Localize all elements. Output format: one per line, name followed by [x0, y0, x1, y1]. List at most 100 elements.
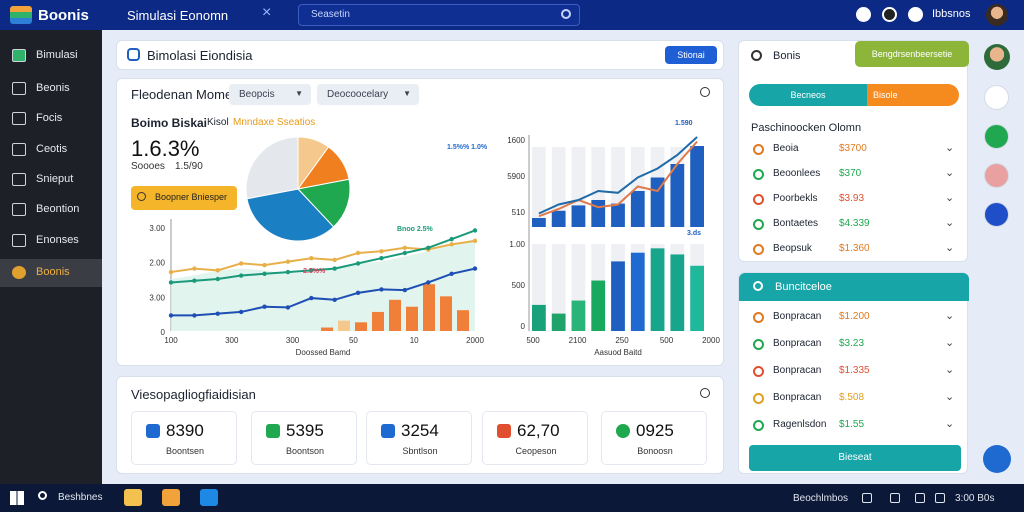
- stat-value: 8390: [166, 421, 204, 440]
- top-icon[interactable]: [882, 7, 897, 22]
- sidebar-item[interactable]: Beontion: [0, 196, 102, 224]
- list-row[interactable]: Bontaetes $4.339 ⌄: [739, 214, 969, 239]
- taskbar-status: Beochlmbos: [793, 493, 849, 504]
- tab[interactable]: Becneos: [749, 84, 867, 106]
- line-point: [309, 295, 314, 301]
- y-tick-label: 510: [512, 208, 526, 217]
- bar: [670, 164, 685, 227]
- row-label: Bonpracan: [773, 311, 822, 322]
- pie-slice: [297, 178, 351, 228]
- stat-icon: [146, 424, 160, 438]
- top-icon[interactable]: [908, 7, 923, 22]
- side-icon[interactable]: [984, 85, 1009, 110]
- line-point: [402, 245, 408, 250]
- annotation: 2.5%%: [303, 268, 326, 275]
- line-point: [309, 256, 314, 261]
- visual-info[interactable]: [700, 388, 710, 398]
- line-point: [355, 261, 361, 266]
- taskbar-app[interactable]: [200, 489, 218, 506]
- line-point: [238, 309, 244, 315]
- fab[interactable]: [983, 445, 1011, 473]
- chart-heading-note: Kisol: [207, 117, 229, 128]
- taskbar-search[interactable]: Beshbnes: [58, 492, 103, 503]
- start-button[interactable]: [10, 491, 24, 505]
- list-row[interactable]: Bonpracan $3.23 ⌄: [739, 334, 969, 361]
- side-icon[interactable]: [984, 163, 1009, 188]
- sidebar-icon: [12, 112, 26, 125]
- overview-search[interactable]: [700, 87, 710, 97]
- tray-icon[interactable]: [862, 493, 872, 503]
- stat-label: Boontsen: [165, 446, 205, 456]
- filter-dropdown[interactable]: Deocoocelary ▼: [317, 84, 419, 105]
- list-row[interactable]: Bonpracan $.508 ⌄: [739, 388, 969, 415]
- header-icon: [127, 48, 140, 61]
- sidebar-item[interactable]: Beonis: [0, 75, 102, 103]
- list-row[interactable]: Bonpracan $1.200 ⌄: [739, 307, 969, 334]
- sidebar-icon: [12, 203, 26, 216]
- x-tick-label: 50: [349, 336, 358, 345]
- tray-icon[interactable]: [915, 493, 925, 503]
- list-row[interactable]: Beoia $3700 ⌄: [739, 139, 969, 164]
- side-icon[interactable]: [984, 202, 1009, 227]
- tray-icon[interactable]: [935, 493, 945, 503]
- list-row[interactable]: Poorbekls $3.93 ⌄: [739, 189, 969, 214]
- stat-value: 62,70: [517, 421, 560, 440]
- list-row[interactable]: Beoonlees $370 ⌄: [739, 164, 969, 189]
- sidebar-item[interactable]: Boonis: [0, 259, 102, 287]
- row-icon: [753, 144, 764, 155]
- x-tick-label: 300: [286, 336, 300, 345]
- filter-label: Beopcis: [239, 89, 275, 100]
- bar: [355, 322, 367, 331]
- sidebar-item[interactable]: Focis: [0, 105, 102, 133]
- header-button[interactable]: Stionai: [665, 46, 717, 64]
- stat-tile: 62,70 Ceopeson: [482, 411, 588, 465]
- list-row[interactable]: Bonpracan $1.335 ⌄: [739, 361, 969, 388]
- panel-button[interactable]: Bengdrsenbeersetie: [855, 41, 969, 67]
- line-point: [192, 266, 197, 271]
- tab[interactable]: Bisole: [867, 84, 959, 106]
- line-point: [332, 266, 337, 271]
- panel-button[interactable]: Bieseat: [749, 445, 961, 471]
- sidebar-item[interactable]: Snieput: [0, 166, 102, 194]
- panel-icon: [753, 281, 763, 291]
- avatar[interactable]: [984, 44, 1010, 70]
- list-row[interactable]: Beopsuk $1.360 ⌄: [739, 239, 969, 264]
- side-icon[interactable]: [984, 124, 1009, 149]
- close-tab[interactable]: ×: [262, 4, 272, 21]
- list-row[interactable]: Ragenlsdon $1.55 ⌄: [739, 415, 969, 442]
- sidebar-item[interactable]: Enonses: [0, 227, 102, 255]
- line-point: [426, 280, 431, 285]
- search-box[interactable]: Seasetin: [298, 4, 580, 26]
- line-point: [332, 297, 337, 302]
- sidebar-icon: [12, 234, 26, 247]
- sidebar-item[interactable]: Ceotis: [0, 136, 102, 164]
- taskbar-app[interactable]: [124, 489, 142, 506]
- row-value: $1.55: [839, 419, 865, 430]
- line-point: [285, 259, 291, 264]
- taskbar-search-icon[interactable]: [38, 491, 47, 500]
- x-tick-label: 10: [410, 336, 419, 345]
- x-tick-label: 2000: [466, 336, 484, 345]
- filter-dropdown[interactable]: Beopcis ▼: [229, 84, 311, 105]
- badge[interactable]: Boopner Bniesper: [131, 186, 237, 210]
- bar: [406, 306, 418, 331]
- line-series: [538, 140, 698, 218]
- pie-slice: [245, 136, 299, 200]
- sidebar-icon: [12, 173, 26, 186]
- header-card: Bimolasi Eiondisia Stionai: [116, 40, 724, 70]
- row-chevron: ⌄: [945, 310, 955, 322]
- bar: [630, 191, 645, 227]
- sidebar-label: Boonis: [36, 266, 70, 278]
- tray-icon[interactable]: [890, 493, 900, 503]
- row-label: Beoonlees: [773, 168, 821, 179]
- sidebar-label: Beonis: [36, 82, 70, 94]
- sidebar-item[interactable]: Bimulasi: [0, 42, 102, 70]
- stat-label: Ceopeson: [515, 446, 557, 456]
- row-value: $3.93: [839, 193, 865, 204]
- account[interactable]: Ibbsnos: [932, 8, 971, 20]
- taskbar-app[interactable]: [162, 489, 180, 506]
- top-icon[interactable]: [856, 7, 871, 22]
- sidebar-icon: [12, 82, 26, 95]
- avatar[interactable]: [986, 4, 1008, 26]
